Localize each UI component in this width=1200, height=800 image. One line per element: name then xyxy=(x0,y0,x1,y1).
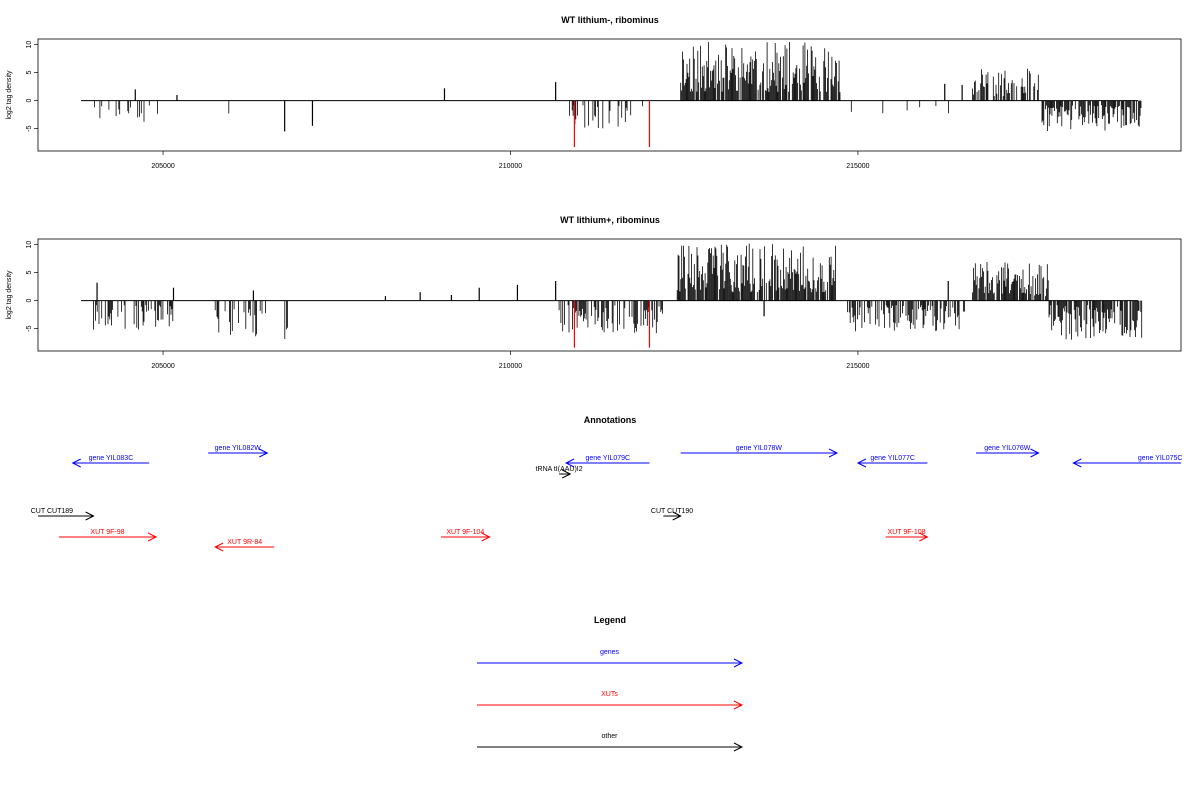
legend-panel: Legend genes XUTs other xyxy=(477,615,744,752)
y-tick-label: -5 xyxy=(26,125,33,131)
annotation-gene-yil078w: gene YIL078W xyxy=(680,445,839,458)
density-bars xyxy=(93,243,1143,348)
panel-title: WT lithium+, ribominus xyxy=(560,215,660,225)
track-panel-lithium-plus: WT lithium+, ribominus log2 tag density … xyxy=(6,215,1182,370)
annotation-label: gene YIL077C xyxy=(870,455,915,462)
annotation-arrow-head xyxy=(71,458,81,468)
annotation-label: gene YIL076W xyxy=(984,445,1031,452)
track-panel-lithium-minus: WT lithium-, ribominus log2 tag density … xyxy=(6,15,1182,170)
annotation-arrow-head xyxy=(85,511,95,521)
annotation-arrow-head xyxy=(672,511,682,521)
x-tick-label: 205000 xyxy=(151,163,174,170)
y-tick-label: 10 xyxy=(26,41,33,49)
annotation-arrow-head xyxy=(147,532,158,542)
plot-frame xyxy=(37,238,1182,352)
legend-label: other xyxy=(602,733,619,740)
y-tick-label: -5 xyxy=(26,325,33,331)
legend-item-other: other xyxy=(477,733,744,752)
annotation-label: XUT 9F-104 xyxy=(446,529,484,536)
annotation-arrow-head xyxy=(828,448,839,458)
annotation-arrow-head xyxy=(856,458,867,468)
annotation-label: gene YIL078W xyxy=(736,445,783,452)
annotation-xut-9f-108: XUT 9F-108 xyxy=(885,529,929,542)
y-tick-label: 5 xyxy=(26,71,33,75)
legend-arrow-head xyxy=(733,658,744,668)
annotation-arrow-head xyxy=(919,532,929,542)
annotation-gene-yil083c: gene YIL083C xyxy=(71,455,150,468)
legend-label: genes xyxy=(600,649,620,656)
legend-arrow-head xyxy=(733,700,744,710)
legend-title: Legend xyxy=(594,615,626,625)
y-tick-label: 10 xyxy=(26,241,33,249)
annotation-label: tRNA tI(AAU)I2 xyxy=(536,466,583,473)
x-tick-label: 215000 xyxy=(846,363,869,370)
plot-frame xyxy=(37,38,1182,152)
annotation-gene-yil079c: gene YIL079C xyxy=(564,455,650,468)
legend-label: XUTs xyxy=(601,691,618,698)
annotation-xut-9r-84: XUT 9R-84 xyxy=(214,539,275,552)
annotation-cut-cut190: CUT CUT190 xyxy=(651,508,693,521)
annotation-arrow-head xyxy=(1072,458,1082,468)
annotation-label: gene YIL082W xyxy=(215,445,262,452)
annotation-arrow-head xyxy=(562,469,572,479)
annotation-arrow-head xyxy=(214,542,224,552)
annotation-label: XUT 9R-84 xyxy=(227,539,262,546)
y-axis-label: log2 tag density xyxy=(6,270,13,320)
x-tick-label: 210000 xyxy=(499,363,522,370)
annotation-gene-yil082w: gene YIL082W xyxy=(208,445,269,458)
legend-arrow-head xyxy=(733,742,744,752)
annotation-gene-yil075c: gene YIL075C xyxy=(1072,455,1183,468)
x-tick-label: 205000 xyxy=(151,363,174,370)
annotation-label: CUT CUT189 xyxy=(31,508,73,515)
y-tick-label: 0 xyxy=(26,299,33,303)
y-axis-label: log2 tag density xyxy=(6,70,13,120)
annotations-panel: Annotations gene YIL083C gene YIL082W gene… xyxy=(31,415,1183,552)
x-tick-label: 215000 xyxy=(846,163,869,170)
y-tick-label: 5 xyxy=(26,271,33,275)
annotation-label: gene YIL079C xyxy=(585,455,630,462)
annotations-title: Annotations xyxy=(584,415,637,425)
x-tick-label: 210000 xyxy=(499,163,522,170)
annotation-arrow-head xyxy=(481,532,491,542)
annotation-gene-yil077c: gene YIL077C xyxy=(856,455,928,468)
legend-item-xuts: XUTs xyxy=(477,691,744,710)
annotation-arrow-head xyxy=(259,448,269,458)
annotation-cut-cut189: CUT CUT189 xyxy=(31,508,95,521)
annotation-trna-ti-aau-i2: tRNA tI(AAU)I2 xyxy=(536,466,583,479)
annotation-gene-yil076w: gene YIL076W xyxy=(976,445,1040,458)
annotation-label: CUT CUT190 xyxy=(651,508,693,515)
density-bars xyxy=(94,42,1142,148)
annotation-arrow-head xyxy=(1030,448,1040,458)
annotation-xut-9f-104: XUT 9F-104 xyxy=(441,529,491,542)
y-tick-label: 0 xyxy=(26,99,33,103)
annotation-label: XUT 9F-108 xyxy=(888,529,926,536)
annotation-arrow-head xyxy=(564,458,575,468)
annotation-label: gene YIL083C xyxy=(89,455,134,462)
annotation-label: XUT 9F-98 xyxy=(90,529,124,536)
annotation-xut-9f-98: XUT 9F-98 xyxy=(58,529,158,542)
annotation-label: gene YIL075C xyxy=(1138,455,1183,462)
panel-title: WT lithium-, ribominus xyxy=(561,15,659,25)
legend-item-genes: genes xyxy=(477,649,744,668)
